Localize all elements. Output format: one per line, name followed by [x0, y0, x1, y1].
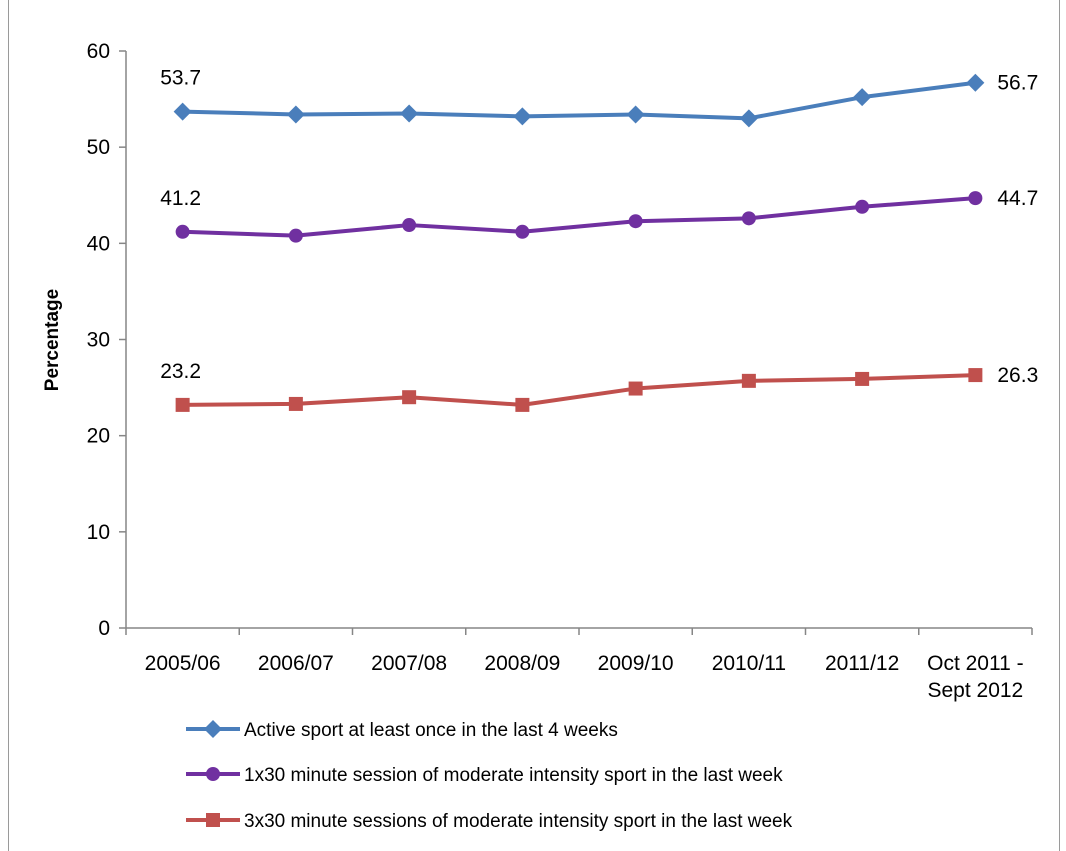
- x-tick-label: 2009/10: [598, 652, 674, 675]
- data-label: 23.2: [160, 360, 201, 383]
- y-tick-label: 60: [87, 40, 110, 63]
- data-point: [855, 371, 870, 386]
- data-point: [853, 88, 872, 107]
- data-point: [966, 73, 985, 92]
- data-point: [402, 218, 417, 233]
- chart-frame: [8, 0, 1060, 851]
- legend-label: Active sport at least once in the last 4…: [244, 720, 618, 741]
- x-tick-label: 2007/08: [371, 652, 447, 675]
- data-label: 53.7: [160, 67, 201, 90]
- data-point: [513, 107, 532, 126]
- y-tick-label: 50: [87, 136, 110, 159]
- data-point: [968, 191, 983, 206]
- legend-label: 1x30 minute session of moderate intensit…: [244, 765, 783, 786]
- data-point: [628, 214, 643, 229]
- data-point: [628, 381, 643, 396]
- series-line-2: [182, 196, 976, 238]
- data-label: 41.2: [160, 187, 201, 210]
- x-tick-label: 2005/06: [145, 652, 221, 675]
- x-tick-label: 2006/07: [258, 652, 334, 675]
- x-tick-label: Oct 2011 -Sept 2012: [927, 652, 1024, 702]
- y-tick-label: 20: [87, 425, 110, 448]
- legend-marker: [204, 720, 222, 738]
- x-tick-label: 2011/12: [825, 652, 899, 675]
- data-point: [855, 199, 870, 214]
- y-tick-label: 0: [98, 617, 110, 640]
- data-label: 56.7: [997, 72, 1038, 95]
- data-label: 44.7: [997, 187, 1038, 210]
- data-point: [175, 397, 190, 412]
- x-tick-label: 2008/09: [484, 652, 560, 675]
- data-point: [402, 390, 417, 405]
- series-line-3: [182, 373, 976, 407]
- y-tick-label: 10: [87, 521, 110, 544]
- data-point: [400, 104, 419, 123]
- y-axis-title: Percentage: [42, 289, 63, 391]
- legend-label: 3x30 minute sessions of moderate intensi…: [244, 811, 793, 832]
- y-tick-label: 40: [87, 232, 110, 255]
- data-point: [515, 224, 530, 239]
- x-tick-label: 2010/11: [712, 652, 786, 675]
- data-point: [739, 109, 758, 128]
- legend-marker: [206, 767, 220, 781]
- data-point: [173, 102, 192, 121]
- series-line-1: [182, 80, 976, 121]
- data-point: [288, 396, 303, 411]
- data-point: [741, 211, 756, 226]
- data-point: [288, 228, 303, 243]
- legend-marker: [206, 813, 220, 827]
- data-point: [286, 105, 305, 124]
- data-point: [968, 368, 983, 383]
- data-point: [626, 105, 645, 124]
- data-point: [175, 224, 190, 239]
- data-label: 26.3: [997, 364, 1038, 387]
- y-tick-label: 30: [87, 329, 110, 352]
- data-point: [741, 373, 756, 388]
- data-point: [515, 397, 530, 412]
